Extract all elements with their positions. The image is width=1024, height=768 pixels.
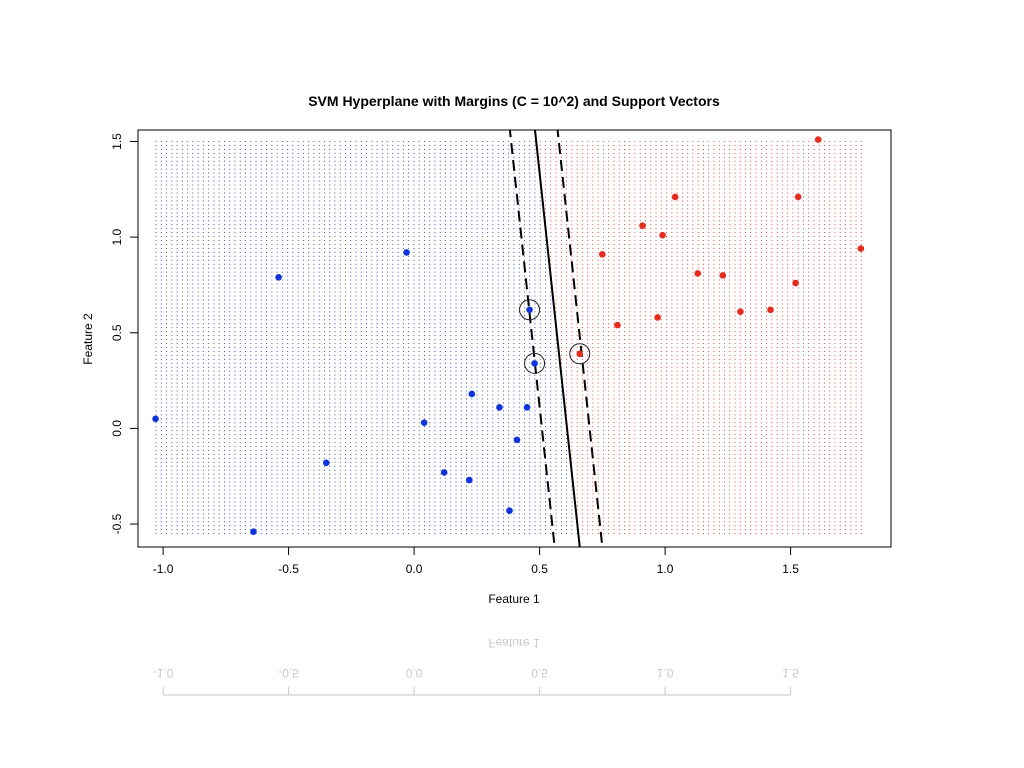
data-point [250, 528, 257, 535]
reflection-x-tick-label: -1.0 [153, 666, 174, 680]
data-point [639, 222, 646, 229]
data-point [420, 419, 428, 426]
y-axis-label: Feature 2 [81, 313, 95, 365]
support-vector-ring [569, 343, 591, 365]
x-tick-label: 0.5 [531, 562, 548, 576]
chart-title: SVM Hyperplane with Margins (C = 10^2) a… [308, 93, 720, 109]
x-tick-label: 1.5 [782, 562, 799, 576]
y-tick-label: 0.0 [110, 420, 124, 437]
y-tick-label: -0.5 [110, 513, 124, 534]
data-point [440, 469, 448, 476]
margin-line-upper [556, 130, 604, 547]
y-axis: -0.5 0.0 0.5 1.0 1.5 [110, 133, 139, 534]
data-point [719, 272, 727, 279]
reflection-x-axis: -1.0 -0.5 0.0 0.5 1.0 1.5 [153, 666, 799, 696]
decision-boundary-line [533, 130, 581, 547]
data-point [576, 350, 584, 358]
data-point [468, 390, 476, 398]
reflection-x-axis-label: Feature 1 [488, 636, 540, 650]
hyperplane-lines [508, 130, 604, 547]
data-point [814, 136, 822, 143]
data-point [599, 251, 606, 258]
data-point [496, 404, 503, 411]
data-point [659, 231, 666, 239]
data-point [322, 459, 330, 467]
data-point [466, 476, 473, 484]
support-vector-ring [524, 352, 546, 374]
x-tick-label: 1.0 [657, 562, 674, 576]
y-tick-label: 0.5 [110, 324, 124, 341]
reflection-x-tick-label: 1.0 [657, 666, 674, 680]
x-tick-label: -0.5 [278, 562, 299, 576]
support-vectors [519, 299, 591, 374]
data-point [857, 245, 865, 252]
y-tick-label: 1.0 [110, 228, 124, 245]
data-point [794, 193, 802, 201]
reflection-x-tick-label: -0.5 [278, 666, 299, 680]
x-tick-label: -1.0 [153, 562, 174, 576]
y-tick-label: 1.5 [110, 133, 124, 150]
data-point [737, 308, 744, 316]
reflection-x-tick-label: 1.5 [782, 666, 799, 680]
data-points [152, 136, 865, 535]
data-point [506, 507, 513, 514]
data-point [654, 314, 661, 321]
data-point [526, 306, 533, 314]
data-point [792, 279, 799, 287]
x-tick-label: 0.0 [406, 562, 423, 576]
reflection-x-tick-label: 0.5 [531, 666, 548, 680]
data-point [275, 273, 282, 281]
x-axis: -1.0 -0.5 0.0 0.5 1.0 1.5 [153, 546, 799, 576]
grid-dots-positive [539, 140, 862, 535]
reflection: -1.0 -0.5 0.0 0.5 1.0 1.5 Feature 1 [153, 636, 799, 696]
data-point [767, 306, 774, 314]
data-point [671, 193, 679, 201]
data-point [531, 360, 538, 367]
data-point [694, 270, 702, 277]
margin-line-lower [508, 130, 556, 547]
x-axis-label: Feature 1 [488, 592, 540, 606]
support-vector-ring [519, 299, 541, 321]
data-point [152, 415, 159, 423]
data-point [513, 436, 521, 444]
background-grid [155, 140, 862, 535]
data-point [403, 249, 410, 256]
grid-dots-negative [155, 140, 578, 535]
data-point [523, 404, 531, 411]
reflection-x-tick-label: 0.0 [406, 666, 423, 680]
data-point [614, 321, 621, 329]
